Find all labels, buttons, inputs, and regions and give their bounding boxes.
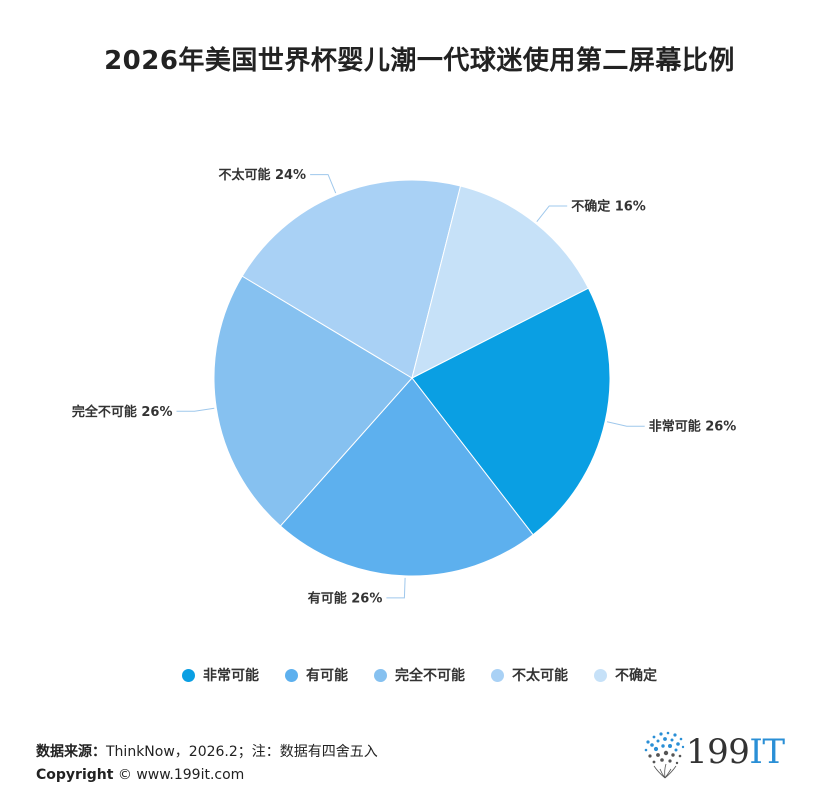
data-source-note: 数据来源：ThinkNow，2026.2；注：数据有四舍五入 xyxy=(36,741,378,761)
legend-item-not-at-all-likely: 完全不可能 xyxy=(374,665,465,685)
legend-label: 完全不可能 xyxy=(395,668,465,684)
legend-swatch xyxy=(374,668,387,682)
logo-text-main: 199 xyxy=(686,732,750,772)
legend-item-unsure: 不确定 xyxy=(594,665,657,685)
legend-swatch xyxy=(182,668,195,682)
brand-logo: 199IT xyxy=(640,728,810,780)
legend-swatch xyxy=(491,668,504,682)
pie-labels: 非常可能 26% 有可能 26% 完全不可能 26% 不太可能 24% 不确定 16% xyxy=(72,167,737,606)
source-label: 数据来源： xyxy=(36,744,106,760)
pie-leader-lines xyxy=(176,174,645,599)
dandelion-dots-icon xyxy=(644,731,685,779)
legend-swatch xyxy=(594,668,607,682)
legend-swatch xyxy=(285,668,298,682)
slice-very-likely xyxy=(411,287,611,536)
logo-text-accent: IT xyxy=(749,732,785,772)
slice-data-label: 有可能 26% xyxy=(308,590,383,606)
chart-legend: 非常可能 有可能 完全不可能 不太可能 不确定 xyxy=(0,665,839,685)
copyright-label: Copyright xyxy=(36,767,114,783)
logo-wordmark: 199IT xyxy=(686,732,785,772)
leader-line xyxy=(310,174,337,194)
legend-item-not-very-likely: 不太可能 xyxy=(491,665,568,685)
slice-data-label: 完全不可能 26% xyxy=(72,404,173,420)
legend-label: 非常可能 xyxy=(203,668,259,684)
leader-line xyxy=(536,205,568,223)
legend-label: 有可能 xyxy=(306,668,348,684)
legend-label: 不太可能 xyxy=(512,668,568,684)
slice-likely xyxy=(279,377,534,577)
slice-data-label: 不确定 16% xyxy=(571,199,646,215)
slice-not-at-all-likely xyxy=(213,275,413,527)
leader-line xyxy=(386,577,406,599)
leader-line xyxy=(606,421,645,427)
copyright-note: Copyright © www.199it.com xyxy=(36,767,244,783)
leader-line xyxy=(176,407,215,412)
slice-data-label: 不太可能 24% xyxy=(218,167,306,183)
legend-item-likely: 有可能 xyxy=(285,665,348,685)
source-text: ThinkNow，2026.2；注：数据有四舍五入 xyxy=(106,744,378,760)
chart-title: 2026年美国世界杯婴儿潮一代球迷使用第二屏幕比例 xyxy=(104,46,735,76)
slice-unsure xyxy=(411,185,590,379)
copyright-text: © www.199it.com xyxy=(117,767,245,783)
slice-data-label: 非常可能 26% xyxy=(649,419,737,435)
slice-not-very-likely xyxy=(241,179,462,379)
legend-label: 不确定 xyxy=(615,668,657,684)
pie-slices xyxy=(213,179,611,577)
legend-item-very-likely: 非常可能 xyxy=(182,665,259,685)
